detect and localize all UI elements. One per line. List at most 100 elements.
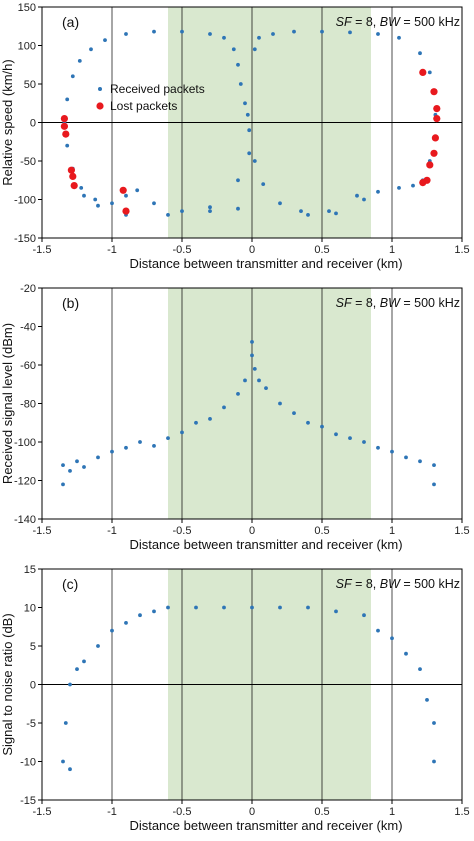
y-tick-label: 150 bbox=[18, 2, 36, 14]
x-tick-label: 1.5 bbox=[454, 806, 469, 818]
y-tick-label: -80 bbox=[20, 399, 36, 411]
x-tick-label: -1 bbox=[107, 244, 117, 256]
bw-value: = 500 kHz bbox=[400, 577, 460, 591]
y-axis-label: Signal to noise ratio (dB) bbox=[0, 613, 15, 755]
received-packets-series bbox=[62, 29, 438, 217]
received-packet-point bbox=[166, 436, 170, 440]
lost-packet-point bbox=[119, 186, 127, 194]
received-packet-point bbox=[75, 667, 79, 671]
received-packet-point bbox=[152, 444, 156, 448]
received-packet-point bbox=[110, 201, 114, 206]
y-axis-label: Relative speed (km/h) bbox=[0, 59, 15, 185]
received-packet-point bbox=[124, 621, 128, 625]
x-tick-label: 0.5 bbox=[314, 806, 329, 818]
received-packet-point bbox=[320, 424, 324, 429]
received-packet-point bbox=[334, 211, 338, 216]
lost-packet-point bbox=[62, 130, 70, 138]
lost-packet-point bbox=[431, 134, 439, 142]
y-tick-label: -50 bbox=[20, 156, 36, 168]
y-tick-label: 0 bbox=[30, 118, 36, 130]
received-packet-point bbox=[68, 767, 72, 772]
x-tick-label: -1.5 bbox=[33, 244, 52, 256]
received-packet-point bbox=[96, 455, 100, 460]
y-tick-label: -100 bbox=[14, 195, 36, 207]
received-packet-point bbox=[245, 112, 250, 117]
y-tick-label: -100 bbox=[14, 437, 36, 449]
received-packet-point bbox=[292, 29, 296, 34]
received-packet-point bbox=[299, 209, 303, 214]
received-packet-point bbox=[320, 29, 324, 34]
received-packet-point bbox=[152, 609, 156, 614]
received-packet-point bbox=[194, 605, 198, 610]
shaded-region bbox=[168, 288, 371, 519]
legend-marker-received bbox=[98, 87, 102, 91]
received-packet-point bbox=[124, 193, 128, 198]
received-packet-point bbox=[96, 644, 100, 648]
received-packet-point bbox=[418, 667, 422, 671]
received-packet-point bbox=[362, 613, 366, 618]
received-packet-point bbox=[180, 209, 184, 214]
lost-packet-point bbox=[60, 115, 68, 123]
received-packet-point bbox=[61, 759, 65, 764]
received-packet-point bbox=[75, 459, 79, 464]
lost-packet-point bbox=[419, 68, 427, 76]
legend-marker-lost bbox=[96, 102, 104, 110]
lost-packet-point bbox=[419, 179, 427, 187]
lost-packet-point bbox=[430, 88, 438, 96]
received-packet-point bbox=[404, 455, 408, 460]
panel-c: -1.5 -1 -0.5 0 0.5 1 1.5 -15 -10 -5 0 5 10 15 Distance… bbox=[0, 564, 470, 833]
received-packet-point bbox=[222, 605, 226, 610]
received-packet-point bbox=[96, 203, 100, 208]
received-packets-series bbox=[61, 605, 436, 772]
received-packet-point bbox=[250, 605, 254, 610]
x-tick-label: -1 bbox=[107, 525, 117, 537]
x-tick-label: 1 bbox=[389, 525, 395, 537]
bw-variable: BW bbox=[380, 577, 401, 591]
y-tick-label: 15 bbox=[24, 564, 36, 576]
received-packet-point bbox=[208, 417, 212, 421]
received-packet-point bbox=[250, 353, 254, 358]
received-packet-point bbox=[292, 411, 296, 415]
received-packet-point bbox=[390, 449, 394, 454]
received-packet-point bbox=[376, 628, 380, 633]
y-tick-label: 10 bbox=[24, 603, 36, 615]
received-packet-point bbox=[334, 609, 338, 614]
received-packet-point bbox=[271, 32, 275, 36]
received-packet-point bbox=[250, 340, 254, 344]
received-packet-point bbox=[278, 201, 282, 206]
bw-value: = 500 kHz bbox=[400, 15, 460, 29]
received-packet-point bbox=[418, 51, 422, 56]
received-packet-point bbox=[247, 128, 252, 133]
bw-value: = 500 kHz bbox=[400, 296, 460, 310]
y-axis-label: Received signal level (dBm) bbox=[0, 323, 15, 484]
x-tick-label: -1 bbox=[107, 806, 117, 818]
received-packet-point bbox=[257, 378, 261, 383]
panel-a: -1.5 -1 -0.5 0 0.5 1 1.5 -150 -100 -50 0 50 100 150 Di… bbox=[0, 2, 470, 271]
lost-packet-point bbox=[433, 105, 441, 113]
received-packet-point bbox=[222, 35, 226, 40]
x-tick-label: 0 bbox=[249, 244, 255, 256]
received-packet-point bbox=[180, 430, 184, 435]
received-packet-point bbox=[152, 201, 156, 206]
received-packet-point bbox=[257, 35, 261, 40]
received-packet-point bbox=[261, 182, 266, 187]
sf-bw-annotation: SF = 8, BW = 500 kHz bbox=[336, 296, 460, 310]
received-packet-point bbox=[68, 469, 72, 473]
received-packet-point bbox=[404, 651, 408, 656]
y-tick-label: -5 bbox=[26, 718, 36, 730]
y-tick-label: -40 bbox=[20, 322, 36, 334]
sf-value: = 8, bbox=[352, 15, 380, 29]
received-packet-point bbox=[425, 698, 429, 702]
lost-packet-point bbox=[70, 182, 78, 190]
received-packet-point bbox=[432, 463, 436, 467]
received-packet-point bbox=[138, 613, 142, 618]
received-packet-point bbox=[222, 405, 226, 410]
received-packet-point bbox=[418, 459, 422, 464]
panel-label: (b) bbox=[62, 295, 79, 311]
panel-b: -1.5 -1 -0.5 0 0.5 1 1.5 -140 -120 -100 -80 -60 -40 -… bbox=[0, 283, 470, 552]
x-tick-label: -0.5 bbox=[173, 244, 192, 256]
received-packet-point bbox=[397, 35, 401, 40]
received-packet-point bbox=[252, 159, 257, 163]
received-packet-point bbox=[243, 101, 247, 106]
